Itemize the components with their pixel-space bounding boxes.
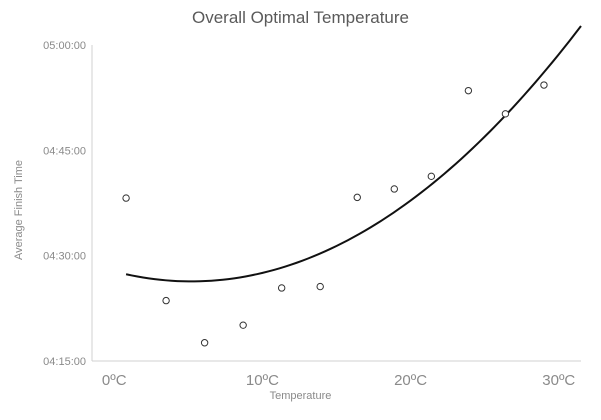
x-tick-label: 20ºC <box>394 372 427 389</box>
data-point <box>390 185 398 193</box>
data-point <box>162 296 170 305</box>
data-point <box>277 284 286 292</box>
x-tick-label: 0ºC <box>102 372 127 389</box>
y-tick-label: 05:00:00 <box>43 40 86 52</box>
data-point <box>200 339 209 347</box>
data-point <box>122 194 130 202</box>
x-tick-label: 30ºC <box>542 372 575 389</box>
y-tick-label: 04:45:00 <box>43 145 86 157</box>
data-point <box>501 110 510 118</box>
y-tick-label: 04:30:00 <box>43 251 86 263</box>
data-point <box>464 86 473 95</box>
data-point <box>427 172 436 181</box>
data-point <box>540 81 548 89</box>
y-tick-label: 04:15:00 <box>43 356 86 368</box>
data-point <box>353 193 361 202</box>
x-tick-label: 10ºC <box>246 372 279 389</box>
chart-title: Overall Optimal Temperature <box>192 8 409 27</box>
data-point <box>239 321 247 329</box>
data-point <box>316 282 324 291</box>
trendline <box>125 25 582 283</box>
x-axis-label: Temperature <box>269 390 332 402</box>
